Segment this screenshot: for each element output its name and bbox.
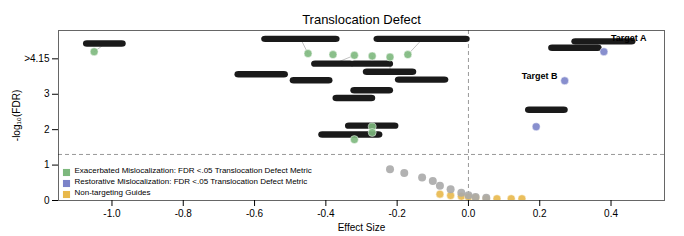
svg-text:-1.0: -1.0 (103, 208, 121, 219)
svg-text:>4.15: >4.15 (24, 53, 50, 64)
svg-text:0.4: 0.4 (604, 208, 618, 219)
svg-text:Target B: Target B (522, 71, 558, 81)
svg-text:Exacerbated Mislocalization: F: Exacerbated Mislocalization: FDR <.05 Tr… (75, 166, 312, 175)
svg-text:0: 0 (44, 195, 50, 206)
svg-text:Restorative Mislocalization: F: Restorative Mislocalization: FDR <.05 Tr… (75, 177, 308, 186)
svg-text:Translocation Defect: Translocation Defect (302, 12, 421, 27)
svg-text:1: 1 (44, 159, 50, 170)
svg-text:-0.2: -0.2 (389, 208, 407, 219)
svg-text:3: 3 (44, 88, 50, 99)
svg-text:-0.4: -0.4 (317, 208, 335, 219)
svg-text:-log₁₀(FDR): -log₁₀(FDR) (11, 90, 22, 141)
svg-text:-0.6: -0.6 (246, 208, 264, 219)
svg-text:Effect Size: Effect Size (338, 222, 386, 233)
svg-text:-0.8: -0.8 (175, 208, 193, 219)
svg-text:Target A: Target A (611, 33, 647, 43)
svg-text:0.2: 0.2 (533, 208, 547, 219)
svg-text:2: 2 (44, 124, 50, 135)
svg-text:Non-targeting Guides: Non-targeting Guides (75, 188, 151, 197)
svg-text:0.0: 0.0 (461, 208, 475, 219)
